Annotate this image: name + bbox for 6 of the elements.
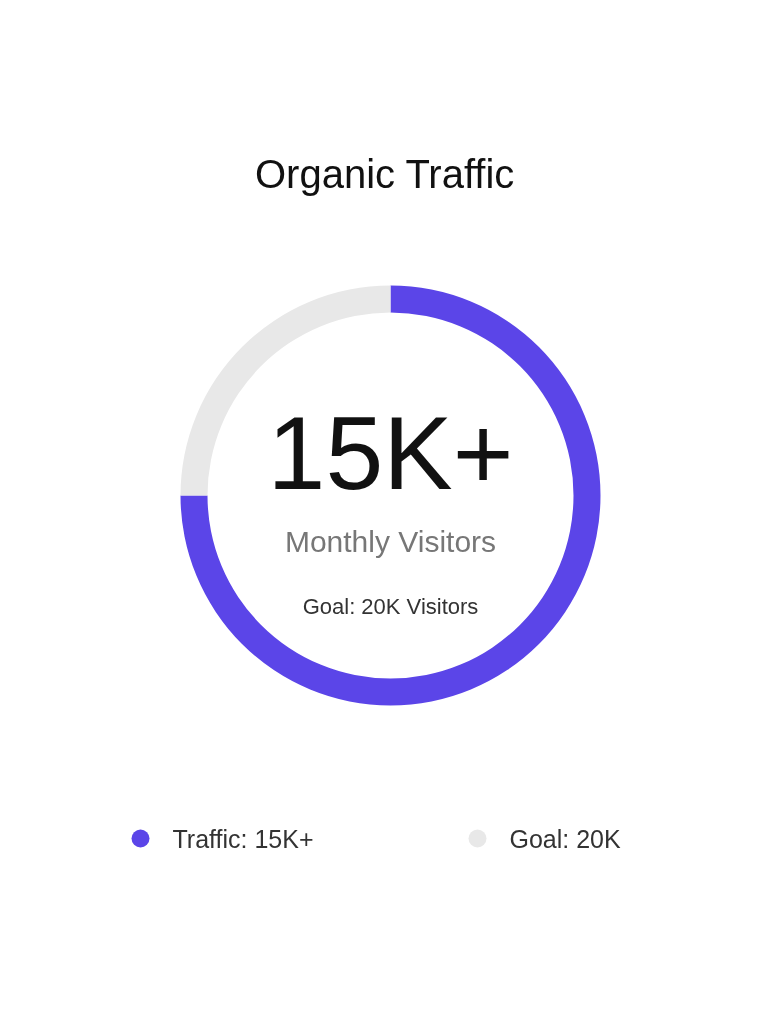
legend-label: Traffic: 15K+ [172,824,314,853]
text: Monthly Visitors [284,525,497,558]
chart-title: Organic Traffic [254,151,515,196]
text: 15K+ [267,394,514,511]
text: Goal: 20K Visitors [302,594,479,619]
legend-label: Goal: 20K [509,824,622,853]
